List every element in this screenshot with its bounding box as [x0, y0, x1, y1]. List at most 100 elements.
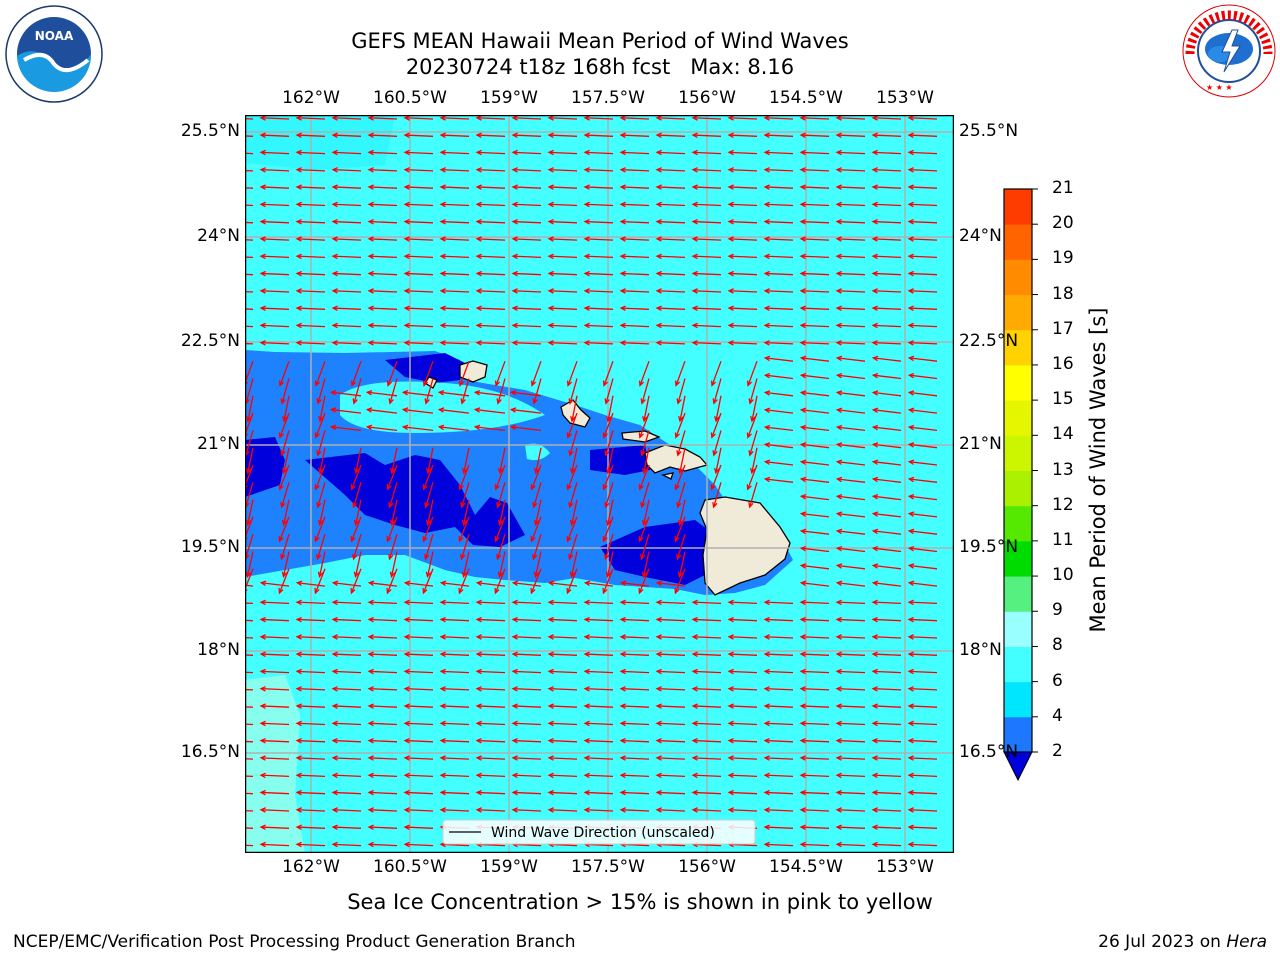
wave-direction-arrow	[727, 270, 758, 277]
wave-direction-arrow	[367, 288, 398, 294]
wave-direction-arrow	[259, 737, 290, 744]
longitude-tick-label: 157.5°W	[571, 88, 645, 108]
wave-direction-arrow	[403, 807, 434, 813]
wave-direction-arrow	[245, 290, 254, 293]
latitude-tick-label: 21°N	[959, 434, 1002, 454]
wave-direction-arrow	[691, 634, 722, 640]
wave-direction-arrow	[245, 169, 254, 172]
wave-direction-arrow	[619, 651, 650, 657]
wave-direction-arrow	[245, 308, 254, 310]
wave-direction-arrow	[641, 499, 650, 527]
wave-direction-arrow	[727, 184, 758, 190]
wave-direction-arrow	[367, 132, 398, 138]
wave-direction-arrow	[763, 424, 794, 432]
wave-direction-arrow	[691, 167, 722, 173]
wave-direction-arrow	[691, 149, 722, 156]
wave-direction-arrow	[871, 201, 902, 208]
wave-direction-arrow	[799, 580, 830, 587]
wave-direction-arrow	[638, 412, 650, 439]
wave-direction-arrow	[295, 167, 326, 173]
wave-direction-arrow	[907, 755, 938, 761]
wave-direction-arrow	[259, 218, 290, 225]
wave-direction-arrow	[674, 464, 686, 491]
sea-ice-note: Sea Ice Concentration > 15% is shown in …	[347, 890, 933, 914]
wave-direction-arrow	[871, 494, 902, 501]
wave-direction-arrow	[475, 807, 506, 813]
wave-direction-arrow	[907, 651, 938, 657]
wave-direction-arrow	[259, 703, 290, 709]
wave-direction-arrow	[496, 378, 506, 405]
wave-direction-arrow	[619, 132, 650, 138]
wave-direction-arrow	[439, 201, 470, 208]
wave-direction-arrow	[691, 755, 722, 761]
wave-direction-arrow	[691, 599, 722, 606]
wave-direction-arrow	[602, 360, 614, 387]
wave-direction-arrow	[871, 528, 902, 535]
wave-direction-arrow	[282, 395, 290, 423]
wave-direction-arrow	[799, 253, 830, 260]
wave-direction-arrow	[619, 340, 650, 346]
wave-direction-arrow	[871, 340, 902, 346]
wave-direction-arrow	[907, 253, 938, 260]
wave-direction-arrow	[511, 236, 542, 242]
wave-direction-arrow	[245, 204, 254, 207]
wave-direction-arrow	[475, 651, 506, 657]
wave-direction-arrow	[511, 737, 542, 744]
wave-direction-arrow	[638, 360, 650, 387]
wave-direction-arrow	[835, 634, 866, 640]
wave-direction-arrow	[547, 236, 578, 242]
wave-direction-arrow	[425, 551, 434, 579]
wave-direction-arrow	[475, 668, 506, 675]
colorbar-tick-label: 14	[1052, 424, 1074, 445]
svg-text:★ ★ ★: ★ ★ ★	[1206, 83, 1233, 92]
wave-direction-arrow	[295, 789, 326, 796]
longitude-tick-label: 153°W	[876, 857, 934, 877]
wave-direction-arrow	[278, 412, 290, 439]
wave-direction-arrow	[259, 236, 290, 242]
wave-direction-arrow	[907, 824, 938, 830]
wave-direction-arrow	[871, 167, 902, 173]
wave-direction-arrow	[475, 703, 506, 709]
wave-direction-arrow	[422, 568, 434, 595]
wave-direction-arrow	[638, 464, 650, 491]
wave-direction-arrow	[259, 789, 290, 796]
wave-direction-arrow	[763, 218, 794, 225]
wave-direction-arrow	[403, 218, 434, 225]
wave-direction-arrow	[746, 360, 758, 387]
wave-direction-arrow	[799, 476, 830, 483]
wave-direction-arrow	[871, 511, 902, 518]
wave-direction-arrow	[605, 499, 614, 527]
wave-direction-arrow	[389, 447, 398, 475]
wave-direction-arrow	[473, 407, 506, 414]
wave-direction-arrow	[245, 221, 254, 224]
wave-direction-arrow	[316, 534, 326, 561]
wave-direction-arrow	[547, 340, 578, 346]
wave-direction-arrow	[388, 482, 398, 509]
wave-direction-arrow	[547, 634, 578, 640]
wave-direction-arrow	[460, 378, 470, 405]
wave-direction-arrow	[295, 651, 326, 657]
wave-direction-arrow	[583, 270, 614, 277]
wave-direction-arrow	[494, 360, 506, 387]
wave-direction-arrow	[871, 442, 902, 449]
wave-direction-arrow	[677, 551, 686, 579]
wave-direction-arrow	[799, 355, 830, 362]
wave-direction-arrow	[835, 355, 866, 362]
wave-direction-arrow	[547, 807, 578, 813]
wave-direction-arrow	[907, 841, 938, 848]
wave-direction-arrow	[314, 412, 326, 439]
wave-direction-arrow	[799, 459, 830, 466]
wave-direction-arrow	[259, 772, 290, 779]
wave-direction-arrow	[259, 616, 290, 623]
wave-direction-arrow	[350, 464, 362, 491]
wave-direction-arrow	[295, 115, 326, 121]
wave-direction-arrow	[367, 807, 398, 813]
wave-direction-arrow	[907, 686, 938, 692]
wave-direction-arrow	[388, 534, 398, 561]
wave-direction-arrow	[547, 270, 578, 277]
wave-direction-arrow	[655, 720, 686, 727]
wave-direction-arrow	[365, 424, 398, 432]
wave-direction-arrow	[655, 184, 686, 190]
wave-direction-arrow	[799, 616, 830, 623]
wave-direction-arrow	[547, 772, 578, 779]
